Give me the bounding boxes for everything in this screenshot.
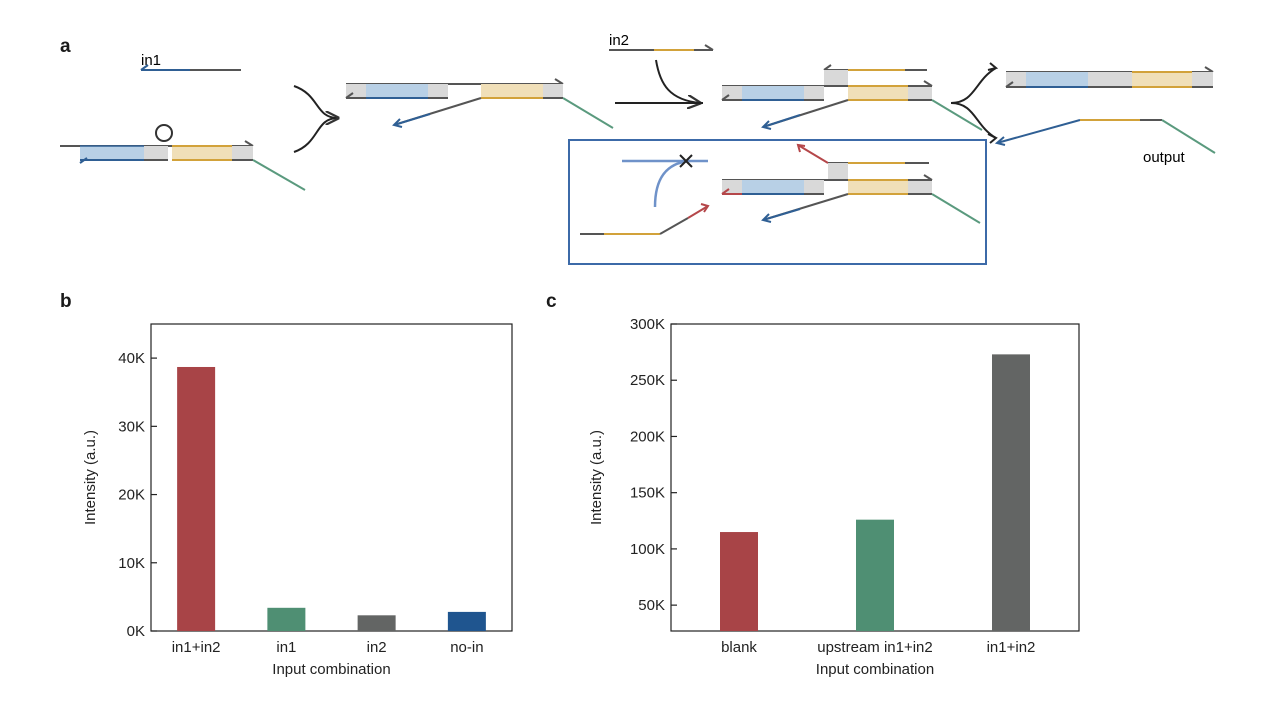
x-tick-label: in1+in2 — [172, 639, 221, 656]
output-strand: output — [994, 119, 1216, 166]
in1-strand: in1 — [140, 52, 241, 71]
intermediate-complex-2 — [721, 64, 983, 131]
bar-chart-b: 0K 10K 20K 30K 40K in1+in2 in1 in2 no-in Input co… — [82, 323, 513, 678]
leak-inset-box — [568, 139, 987, 265]
y-tick-label: 100K — [630, 541, 665, 558]
cross-icon — [679, 154, 693, 168]
y-axis-label: Intensity (a.u.) — [588, 430, 605, 525]
intermediate-complex-1 — [345, 78, 614, 129]
panel-label-a: a — [60, 36, 71, 57]
bar — [267, 607, 306, 631]
hairpin-loop-icon — [155, 124, 173, 142]
bar — [992, 354, 1030, 631]
y-tick-label: 10K — [118, 555, 145, 572]
panel-label-c: c — [546, 291, 557, 312]
x-tick-label: in1+in2 — [987, 639, 1036, 656]
bar — [856, 519, 894, 631]
x-tick-label: in2 — [367, 639, 387, 656]
in1-label: in1 — [141, 52, 161, 69]
split-brace-icon — [950, 67, 997, 139]
reaction-diagram: in1 — [60, 32, 1216, 265]
y-tick-label: 30K — [118, 418, 145, 435]
x-tick-label: blank — [721, 639, 757, 656]
in2-label: in2 — [609, 32, 629, 49]
x-axis-label: Input combination — [816, 661, 934, 678]
y-tick-label: 150K — [630, 485, 665, 502]
product-duplex — [1005, 66, 1214, 88]
x-tick-label: no-in — [450, 639, 483, 656]
panel-label-b: b — [60, 291, 72, 312]
y-tick-label: 0K — [127, 623, 145, 640]
plot-frame — [150, 323, 513, 632]
output-label: output — [1143, 149, 1186, 166]
curved-arrow-icon — [655, 59, 700, 103]
bar — [357, 615, 396, 631]
merge-brace-icon — [293, 85, 338, 153]
in2-strand: in2 — [609, 32, 714, 51]
bar — [177, 366, 216, 631]
x-axis-label: Input combination — [272, 661, 390, 678]
y-tick-label: 20K — [118, 487, 145, 504]
x-tick-label: upstream in1+in2 — [817, 639, 933, 656]
bar — [447, 611, 486, 631]
x-tick-label: in1 — [276, 639, 296, 656]
y-axis-label: Intensity (a.u.) — [82, 430, 99, 525]
bar — [720, 532, 758, 631]
y-tick-label: 250K — [630, 372, 665, 389]
y-tick-label: 300K — [630, 316, 665, 333]
hairpin-gate-complex — [60, 124, 306, 191]
bar-chart-c: 50K 100K 150K 200K 250K 300K blank upstream in1… — [588, 316, 1080, 678]
y-tick-label: 200K — [630, 428, 665, 445]
y-tick-label: 40K — [118, 350, 145, 367]
y-tick-label: 50K — [638, 597, 665, 614]
